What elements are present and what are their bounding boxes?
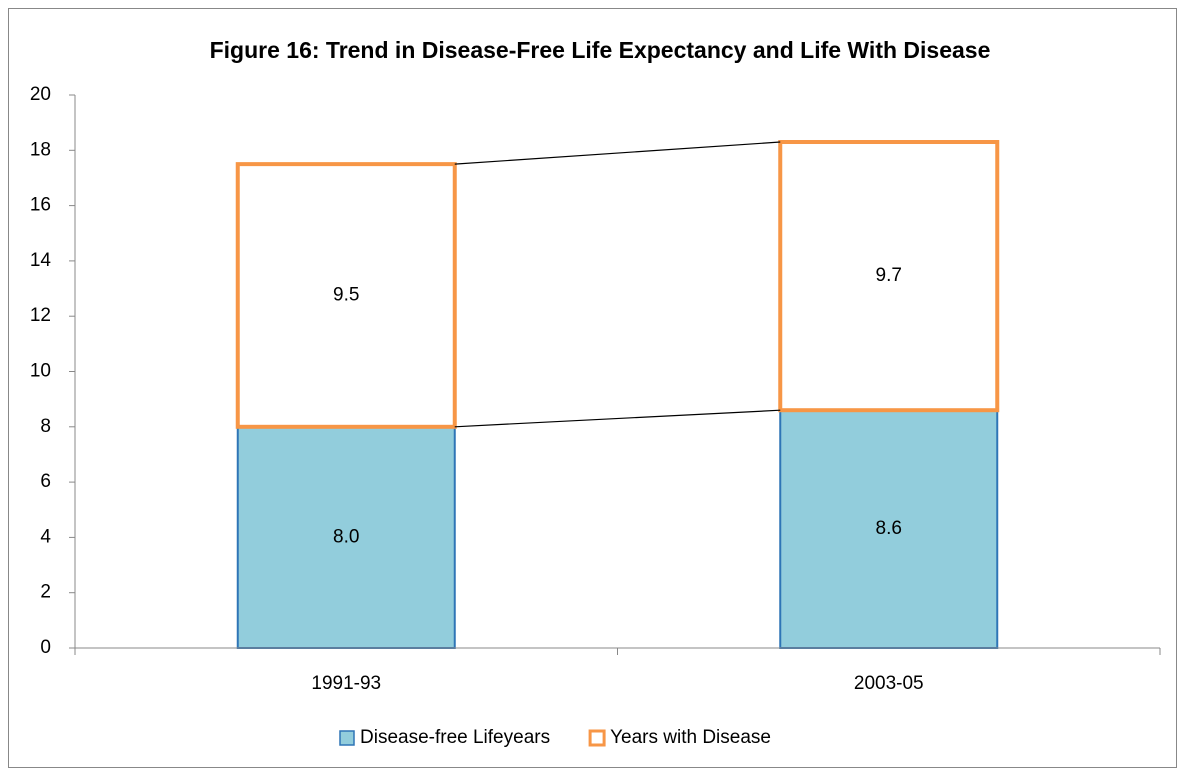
y-tick-label: 4 [40,526,51,547]
y-tick-label: 16 [30,195,51,216]
y-tick-label: 10 [30,361,51,382]
data-label: 9.7 [876,265,902,286]
chart-title: Figure 16: Trend in Disease-Free Life Ex… [210,37,991,63]
data-label: 8.6 [876,518,902,539]
x-tick-label: 2003-05 [854,673,924,694]
data-label: 9.5 [333,284,359,305]
y-tick-label: 6 [40,471,51,492]
bar-segment [779,409,999,649]
y-tick-label: 0 [40,637,51,658]
series-line [454,141,781,165]
legend-swatch [588,729,606,747]
y-tick-label: 18 [30,139,51,160]
y-tick-label: 12 [30,305,51,326]
legend-swatch [339,730,355,746]
x-tick-label: 1991-93 [311,673,381,694]
y-tick-label: 2 [40,582,51,603]
bar-segment [235,162,457,429]
legend-label: Years with Disease [610,727,771,748]
y-tick-label: 8 [40,416,51,437]
chart-border [8,8,1177,768]
series-line [454,409,781,428]
data-label: 8.0 [333,526,359,547]
y-tick-label: 14 [30,250,52,271]
bar-segment [236,425,456,649]
y-tick-label: 20 [30,84,51,105]
bar-segment [778,140,1000,413]
legend-label: Disease-free Lifeyears [360,727,550,748]
